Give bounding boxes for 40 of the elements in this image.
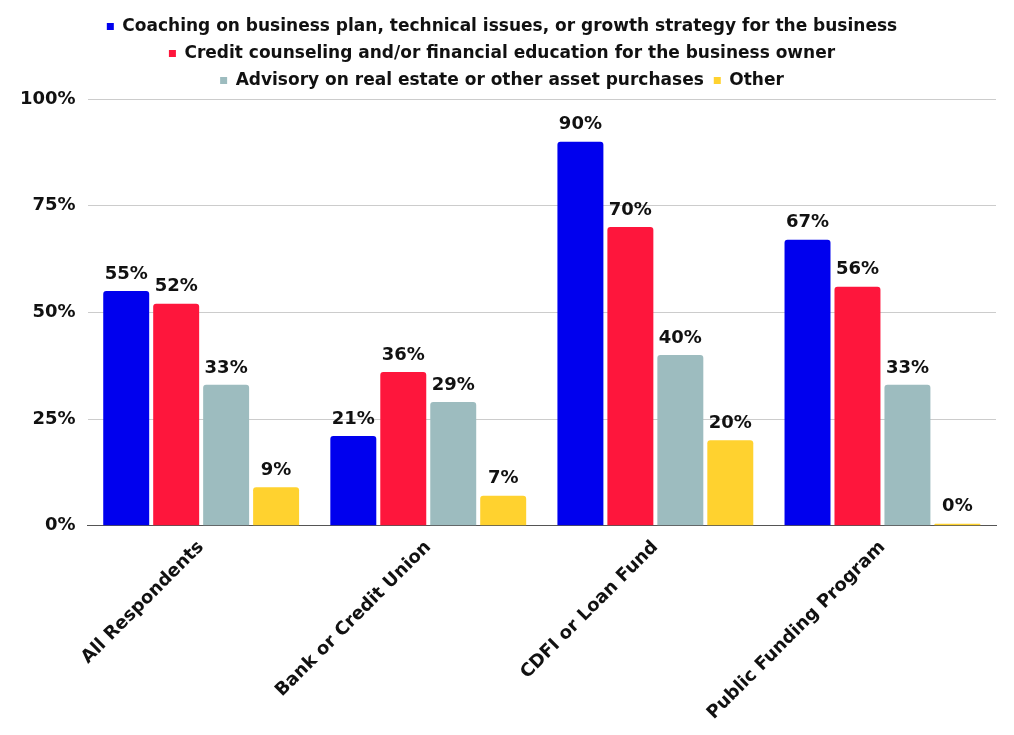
- data-label: 9%: [260, 457, 292, 479]
- data-label: 52%: [154, 274, 198, 296]
- data-label: 56%: [835, 257, 880, 279]
- bar: [380, 372, 427, 526]
- bar: [330, 436, 377, 526]
- legend-label: Other: [729, 68, 785, 89]
- y-tick-label: 0%: [45, 513, 76, 535]
- y-tick-label: 100%: [20, 86, 76, 108]
- data-label: 0%: [942, 494, 973, 516]
- bar: [884, 384, 931, 526]
- data-label: 20%: [708, 411, 752, 433]
- y-tick-label: 75%: [32, 193, 76, 215]
- bar: [707, 440, 754, 526]
- data-label: 70%: [608, 197, 652, 219]
- data-label: 33%: [204, 355, 248, 377]
- legend-label: Coaching on business plan, technical issues, or growth strategy for the business: [122, 14, 898, 35]
- bar: [557, 141, 604, 526]
- y-tick-label: 25%: [32, 406, 76, 428]
- data-label: 55%: [104, 261, 148, 283]
- bar: [834, 286, 881, 526]
- bar: [430, 401, 477, 526]
- bar: [607, 227, 654, 526]
- data-label: 67%: [785, 210, 830, 232]
- data-label: 40%: [658, 325, 702, 347]
- bar: [103, 291, 150, 526]
- bar: [203, 384, 250, 526]
- bar: [253, 487, 300, 526]
- data-label: 21%: [331, 406, 375, 428]
- data-label: 33%: [885, 355, 929, 377]
- bar: [784, 239, 831, 526]
- data-label: 36%: [381, 342, 425, 364]
- bar: [657, 355, 704, 526]
- bar: [480, 495, 527, 526]
- legend-label: Advisory on real estate or other asset purchases: [235, 68, 704, 89]
- data-label: 90%: [558, 112, 602, 134]
- data-label: 7%: [487, 466, 519, 488]
- data-label: 29%: [431, 372, 475, 394]
- legend-label: Credit counseling and/or financial education for the business owner: [184, 41, 836, 62]
- bar: [153, 303, 200, 526]
- y-tick-label: 50%: [32, 300, 76, 322]
